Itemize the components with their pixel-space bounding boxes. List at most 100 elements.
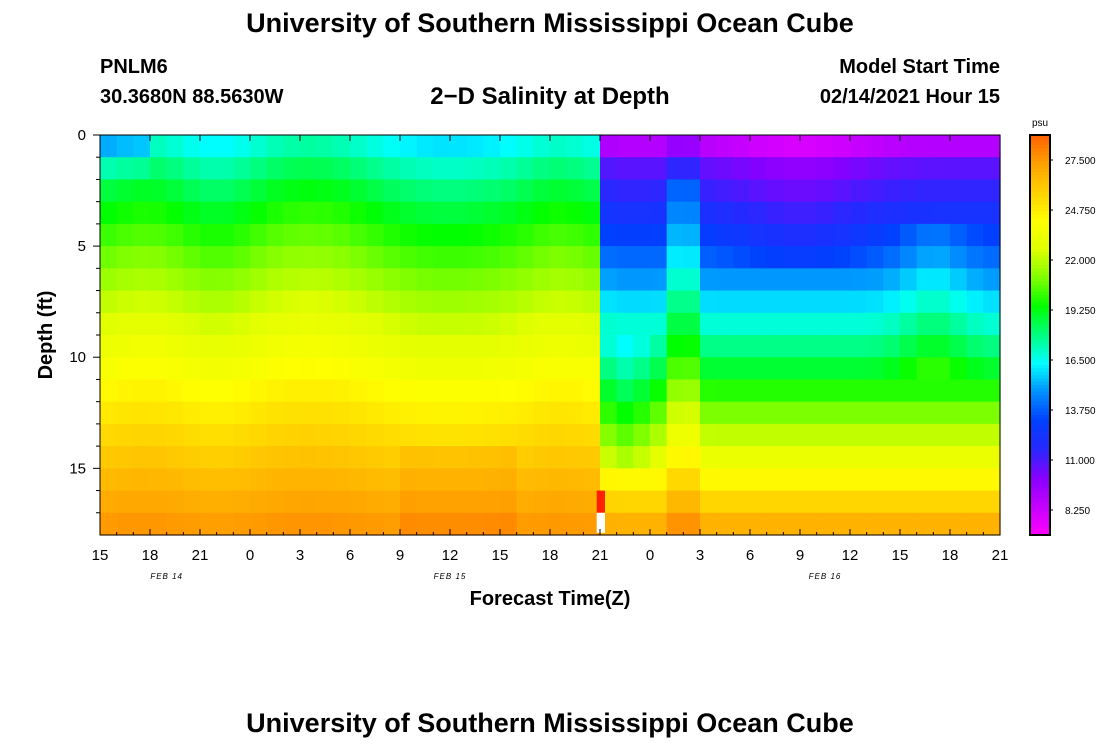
colorbar-swatch [1030, 271, 1050, 276]
heatmap-cell [900, 401, 918, 425]
heatmap-cell [950, 401, 968, 425]
heatmap-cell [116, 446, 134, 469]
heatmap-cell [283, 423, 301, 447]
heatmap-cell [116, 223, 134, 247]
heatmap-cell [433, 468, 451, 492]
heatmap-cell [883, 135, 901, 158]
heatmap-cell [333, 246, 351, 269]
heatmap-cell [550, 357, 568, 381]
heatmap-cell [550, 468, 568, 492]
heatmap-cell [700, 157, 718, 181]
heatmap-cell [333, 446, 351, 469]
heatmap-cell [600, 423, 618, 447]
heatmap-cell [866, 468, 884, 492]
heatmap-cell [200, 357, 218, 381]
heatmap-cell [483, 335, 501, 358]
heatmap-cell [916, 179, 934, 203]
heatmap-cell [216, 135, 234, 158]
heatmap-cell [833, 335, 851, 358]
colorbar-swatch [1030, 265, 1050, 269]
heatmap-cell [250, 157, 268, 181]
heatmap-cell [933, 179, 951, 203]
colorbar-swatch [1030, 225, 1050, 229]
heatmap-cell [183, 268, 201, 292]
heatmap-cell [416, 223, 434, 247]
heatmap-cell [750, 490, 768, 514]
heatmap-cell [466, 179, 484, 203]
heatmap-cell [350, 246, 368, 269]
heatmap-cell [250, 423, 268, 447]
heatmap-cell [233, 512, 251, 536]
heatmap-cell [166, 357, 184, 381]
heatmap-cell [616, 223, 634, 247]
heatmap-cell [700, 379, 718, 403]
heatmap-cell [900, 446, 918, 469]
heatmap-cell [366, 157, 384, 181]
heatmap-cell [400, 446, 418, 469]
heatmap-cell [633, 490, 651, 514]
heatmap-cell [916, 201, 934, 225]
heatmap-cell [300, 268, 318, 292]
colorbar-swatch [1030, 208, 1050, 213]
colorbar-label: 19.250 [1065, 306, 1096, 317]
heatmap-cell [633, 423, 651, 447]
heatmap-cell [550, 201, 568, 225]
heatmap-cell [916, 135, 934, 158]
heatmap-cell [566, 223, 584, 247]
heatmap-cell [483, 312, 501, 336]
colorbar-swatch [1030, 191, 1050, 196]
heatmap-cell [283, 379, 301, 403]
heatmap-cell [416, 357, 434, 381]
heatmap-cell [533, 135, 551, 158]
heatmap-cell [333, 312, 351, 336]
heatmap-cell [450, 201, 468, 225]
heatmap-cell [166, 468, 184, 492]
heatmap-cell [666, 490, 684, 514]
heatmap-cell [850, 135, 868, 158]
heatmap-cell [466, 401, 484, 425]
heatmap-cell [950, 335, 968, 358]
colorbar-swatch [1030, 411, 1050, 416]
anomaly-cell [596, 512, 605, 533]
heatmap-cell [166, 201, 184, 225]
colorbar-swatch [1030, 515, 1050, 519]
heatmap-cell [333, 201, 351, 225]
heatmap-cell [233, 201, 251, 225]
heatmap-cell [966, 201, 984, 225]
heatmap-cell [750, 357, 768, 381]
heatmap-cell [900, 423, 918, 447]
heatmap-cell [900, 357, 918, 381]
heatmap-cell [350, 401, 368, 425]
heatmap-cell [766, 335, 784, 358]
heatmap-cell [200, 490, 218, 514]
heatmap-cell [233, 290, 251, 314]
heatmap-cell [833, 179, 851, 203]
heatmap-cell [500, 401, 518, 425]
heatmap-cell [950, 268, 968, 292]
colorbar-swatch [1030, 175, 1050, 179]
heatmap-cell [750, 268, 768, 292]
heatmap-cell [666, 268, 684, 292]
heatmap-cell [233, 423, 251, 447]
heatmap-layer [100, 135, 1001, 536]
heatmap-cell [283, 446, 301, 469]
heatmap-cell [516, 379, 534, 403]
heatmap-cell [783, 379, 801, 403]
heatmap-cell [600, 223, 618, 247]
heatmap-cell [683, 446, 701, 469]
heatmap-cell [233, 223, 251, 247]
heatmap-cell [550, 512, 568, 536]
heatmap-cell [983, 446, 1001, 469]
heatmap-cell [466, 246, 484, 269]
colorbar-swatch [1030, 218, 1050, 223]
heatmap-cell [533, 179, 551, 203]
heatmap-cell [600, 446, 618, 469]
heatmap-cell [833, 290, 851, 314]
colorbar-swatch [1030, 471, 1050, 476]
heatmap-cell [583, 268, 601, 292]
heatmap-cell [500, 490, 518, 514]
heatmap-cell [716, 335, 734, 358]
colorbar-swatch [1030, 431, 1050, 436]
heatmap-cell [183, 223, 201, 247]
heatmap-cell [533, 423, 551, 447]
